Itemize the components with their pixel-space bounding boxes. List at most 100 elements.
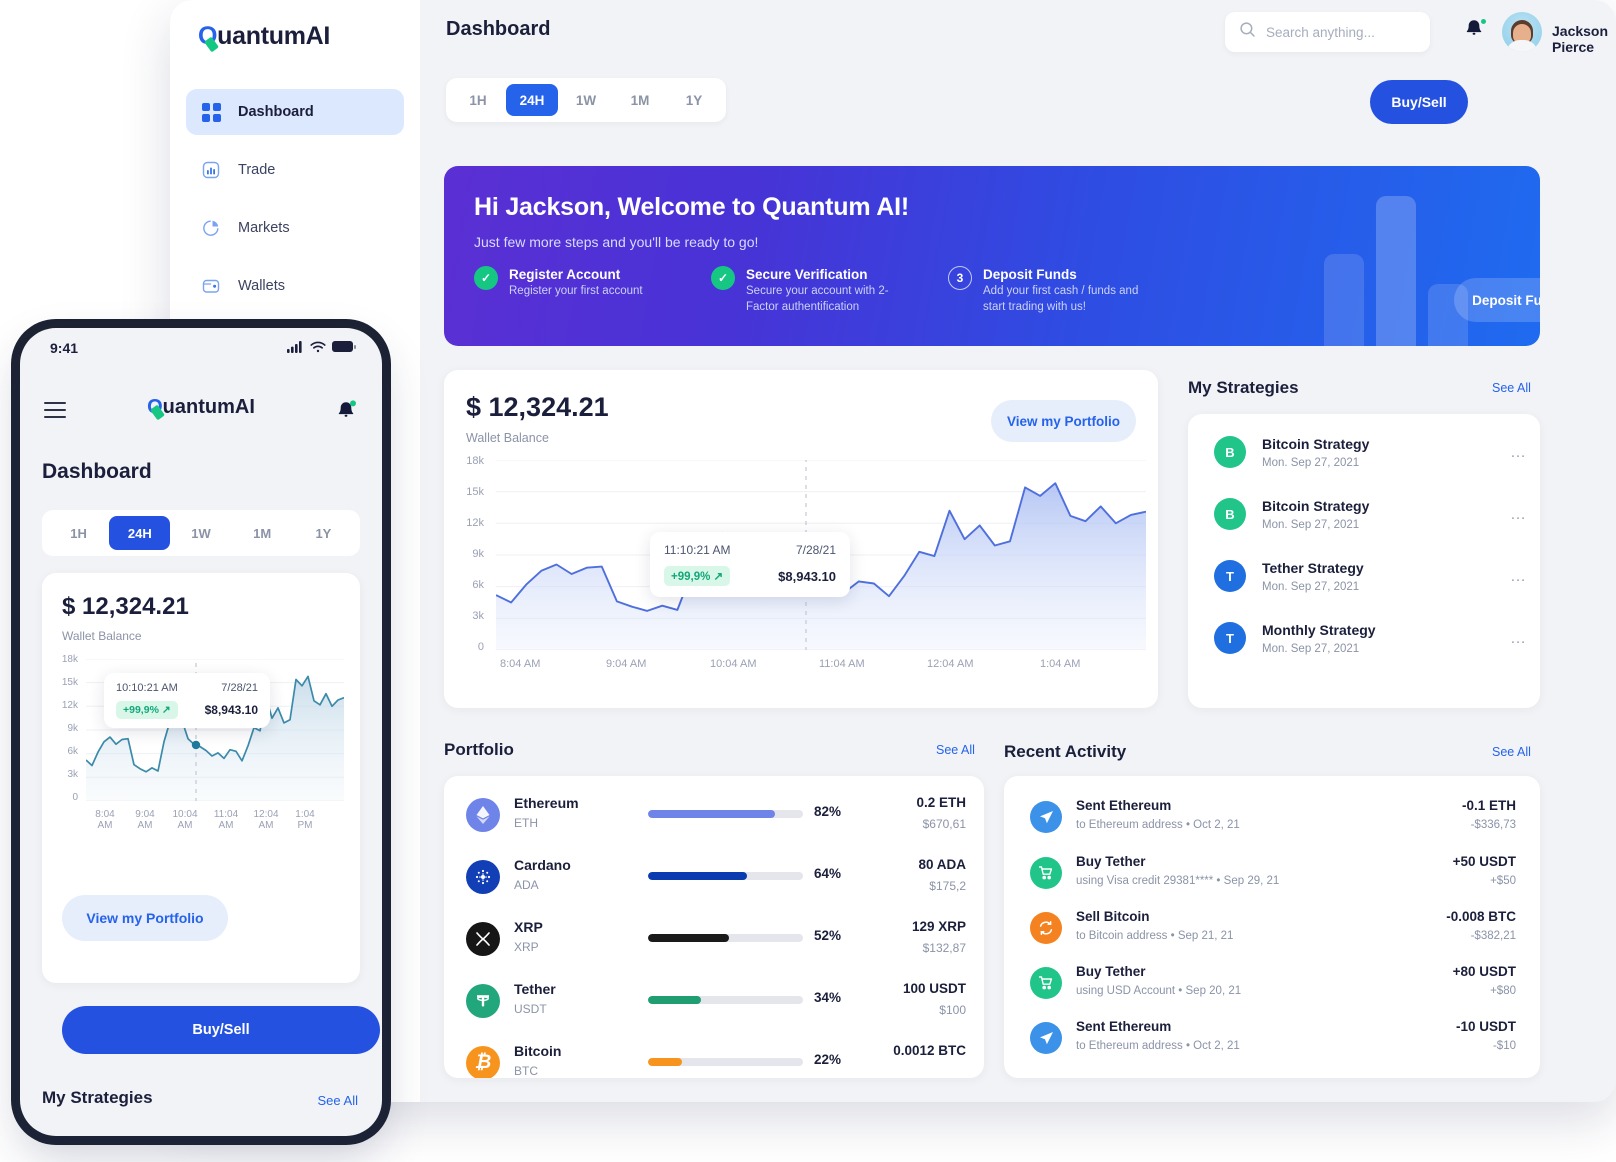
strategy-date: Mon. Sep 27, 2021 bbox=[1262, 643, 1360, 655]
activity-value: -$382,21 bbox=[1470, 930, 1516, 942]
mobile-range-tab-1h[interactable]: 1H bbox=[70, 525, 87, 541]
mobile-page-title: Dashboard bbox=[42, 460, 152, 483]
mobile-range-tab-1w[interactable]: 1W bbox=[191, 525, 211, 541]
strategy-date: Mon. Sep 27, 2021 bbox=[1262, 519, 1360, 531]
strategy-item[interactable]: B Bitcoin Strategy Mon. Sep 27, 2021 … bbox=[1214, 498, 1526, 544]
more-options-icon[interactable]: … bbox=[1510, 630, 1528, 647]
bell-icon[interactable] bbox=[336, 400, 358, 424]
allocation-bar bbox=[648, 934, 803, 942]
mobile-buy-sell-button[interactable]: Buy/Sell bbox=[62, 1006, 380, 1054]
coin-name: Bitcoin bbox=[514, 1043, 562, 1059]
portfolio-row[interactable]: Ethereum ETH 82% 0.2 ETH $670,61 bbox=[466, 794, 966, 852]
more-options-icon[interactable]: … bbox=[1510, 568, 1528, 585]
range-tab-1w[interactable]: 1W bbox=[575, 92, 597, 108]
logo-q-mark: Q bbox=[147, 396, 165, 421]
activity-see-all[interactable]: See All bbox=[1492, 745, 1531, 759]
allocation-bar bbox=[648, 810, 803, 818]
strategies-see-all[interactable]: See All bbox=[1492, 381, 1531, 395]
avatar[interactable] bbox=[1502, 12, 1542, 52]
strategy-name: Bitcoin Strategy bbox=[1262, 498, 1370, 514]
x-tick: 10:04 AM bbox=[710, 658, 757, 670]
activity-name: Sent Ethereum bbox=[1076, 1019, 1172, 1034]
more-options-icon[interactable]: … bbox=[1510, 444, 1528, 461]
y-tick: 15k bbox=[61, 677, 78, 688]
bar-chart-icon bbox=[200, 159, 222, 181]
more-options-icon[interactable]: … bbox=[1510, 506, 1528, 523]
y-tick: 9k bbox=[67, 723, 78, 734]
allocation-pct: 34% bbox=[814, 990, 842, 1005]
activity-amount: +50 USDT bbox=[1452, 854, 1516, 869]
view-my-portfolio-button[interactable]: View my Portfolio bbox=[991, 400, 1136, 442]
mobile-range-tab-1m[interactable]: 1M bbox=[253, 525, 272, 541]
wallet-balance-chart[interactable]: 18k 15k 12k 9k 6k 3k 0 bbox=[458, 455, 1148, 700]
y-tick: 6k bbox=[472, 579, 484, 591]
coin-value: $670,61 bbox=[922, 817, 966, 831]
step-register-account: ✓ Register Account Register your first a… bbox=[474, 266, 679, 315]
sidebar-item-label: Wallets bbox=[238, 278, 285, 294]
bell-icon[interactable] bbox=[1464, 18, 1487, 42]
deposit-funds-button[interactable]: Deposit Funds bbox=[1454, 278, 1540, 322]
onboarding-steps: ✓ Register Account Register your first a… bbox=[474, 266, 1153, 315]
coin-symbol: XRP bbox=[514, 940, 539, 954]
range-tab-1h[interactable]: 1H bbox=[469, 92, 487, 108]
sidebar-nav: Dashboard Trade Markets bbox=[170, 89, 420, 309]
y-tick: 3k bbox=[472, 610, 484, 622]
portfolio-row[interactable]: Cardano ADA 64% 80 ADA $175,2 bbox=[466, 856, 966, 914]
y-tick: 12k bbox=[61, 700, 78, 711]
portfolio-row[interactable]: ₿ Bitcoin BTC 22% 0.0012 BTC bbox=[466, 1042, 966, 1078]
range-tab-1y[interactable]: 1Y bbox=[685, 92, 703, 108]
mobile-range-tab-24h[interactable]: 24H bbox=[109, 516, 171, 550]
activity-row[interactable]: Buy Tether using USD Account • Sep 20, 2… bbox=[1030, 964, 1516, 1020]
mobile-chart-svg bbox=[86, 659, 344, 801]
allocation-bar bbox=[648, 1058, 803, 1066]
activity-desc: to Bitcoin address • Sep 21, 21 bbox=[1076, 930, 1234, 942]
sidebar-item-wallets[interactable]: Wallets bbox=[186, 263, 404, 309]
cart-icon bbox=[1030, 857, 1062, 889]
coin-name: Tether bbox=[514, 981, 556, 997]
range-tab-24h[interactable]: 24H bbox=[506, 84, 558, 116]
activity-name: Buy Tether bbox=[1076, 964, 1146, 979]
buy-sell-button[interactable]: Buy/Sell bbox=[1370, 80, 1468, 124]
portfolio-row[interactable]: XRP XRP 52% 129 XRP $132,87 bbox=[466, 918, 966, 976]
activity-row[interactable]: Sell Bitcoin to Bitcoin address • Sep 21… bbox=[1030, 909, 1516, 965]
user-name: Jackson Pierce bbox=[1552, 23, 1609, 55]
allocation-bar bbox=[648, 872, 803, 880]
activity-row[interactable]: Sent Ethereum to Ethereum address • Oct … bbox=[1030, 798, 1516, 854]
portfolio-row[interactable]: Tether USDT 34% 100 USDT $100 bbox=[466, 980, 966, 1038]
range-tab-1m[interactable]: 1M bbox=[630, 92, 650, 108]
mobile-range-tab-1y[interactable]: 1Y bbox=[315, 525, 332, 541]
strategy-item[interactable]: B Bitcoin Strategy Mon. Sep 27, 2021 … bbox=[1214, 436, 1526, 482]
mobile-chart[interactable]: 18k 15k 12k 9k 6k 3k 0 bbox=[52, 654, 352, 877]
mobile-strategies-see-all[interactable]: See All bbox=[317, 1093, 358, 1108]
activity-row[interactable]: Buy Tether using Visa credit 29381**** •… bbox=[1030, 854, 1516, 910]
coin-symbol: ADA bbox=[514, 878, 539, 892]
activity-row[interactable]: Sent Ethereum to Ethereum address • Oct … bbox=[1030, 1019, 1516, 1075]
search-input[interactable] bbox=[1266, 24, 1416, 40]
topbar: Dashboard Jackson Pierce bbox=[420, 0, 1616, 62]
portfolio-see-all[interactable]: See All bbox=[936, 743, 975, 757]
allocation-pct: 64% bbox=[814, 866, 842, 881]
xrp-icon bbox=[466, 922, 500, 956]
sidebar-item-markets[interactable]: Markets bbox=[186, 205, 404, 251]
mobile-view-portfolio-button[interactable]: View my Portfolio bbox=[62, 895, 228, 941]
sidebar-item-trade[interactable]: Trade bbox=[186, 147, 404, 193]
pie-chart-icon bbox=[200, 217, 222, 239]
tooltip-date: 7/28/21 bbox=[221, 682, 258, 694]
activity-value: -$336,73 bbox=[1470, 819, 1516, 831]
coin-symbol: ETH bbox=[514, 816, 538, 830]
search-box[interactable] bbox=[1225, 12, 1430, 52]
strategies-card: B Bitcoin Strategy Mon. Sep 27, 2021 … B… bbox=[1188, 414, 1540, 708]
x-tick: 11:04 AM bbox=[213, 809, 239, 831]
hamburger-menu-icon[interactable] bbox=[44, 402, 66, 423]
step-title: Secure Verification bbox=[746, 267, 868, 282]
strategy-name: Tether Strategy bbox=[1262, 560, 1364, 576]
coin-amount: 0.2 ETH bbox=[916, 795, 966, 810]
strategy-item[interactable]: T Tether Strategy Mon. Sep 27, 2021 … bbox=[1214, 560, 1526, 606]
activity-card: Sent Ethereum to Ethereum address • Oct … bbox=[1004, 776, 1540, 1078]
sidebar-item-dashboard[interactable]: Dashboard bbox=[186, 89, 404, 135]
strategy-item[interactable]: T Monthly Strategy Mon. Sep 27, 2021 … bbox=[1214, 622, 1526, 668]
mobile-balance-label: Wallet Balance bbox=[62, 629, 142, 643]
